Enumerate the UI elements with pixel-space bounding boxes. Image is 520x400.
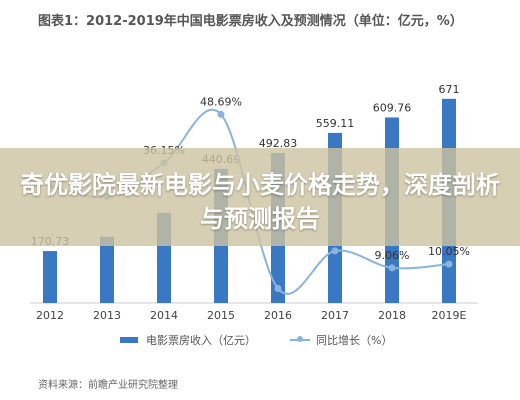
growth-label-2015: 48.69% <box>200 95 242 108</box>
x-tick-2013: 2013 <box>93 309 121 322</box>
growth-label-2018: 9.06% <box>375 249 410 262</box>
growth-point-2018 <box>388 264 396 272</box>
overlay-title: 奇优影院最新电影与小麦价格走势，深度剖析与预测报告 <box>20 171 500 233</box>
legend-swatch-dot <box>297 336 303 342</box>
x-tick-2018: 2018 <box>378 309 406 322</box>
bar-label-2016: 492.83 <box>259 137 298 150</box>
legend-swatch-bar <box>120 337 138 343</box>
bar-2012 <box>43 251 57 303</box>
growth-label-2019E: 10.05% <box>428 245 470 258</box>
overlay-banner <box>0 148 520 246</box>
growth-point-2015 <box>217 110 225 118</box>
x-tick-2016: 2016 <box>264 309 292 322</box>
growth-point-2017 <box>331 247 339 255</box>
chart-title: 图表1：2012-2019年中国电影票房收入及预测情况（单位：亿元，%） <box>38 14 463 29</box>
growth-point-2016 <box>274 285 282 293</box>
source-note: 资料来源：前瞻产业研究院整理 <box>38 380 178 391</box>
x-tick-2014: 2014 <box>150 309 178 322</box>
bar-label-2019E: 671 <box>439 83 460 96</box>
x-tick-2015: 2015 <box>207 309 235 322</box>
x-tick-2019E: 2019E <box>432 309 467 322</box>
legend-label-revenue: 电影票房收入（亿元） <box>146 334 256 347</box>
x-tick-2017: 2017 <box>321 309 349 322</box>
bar-label-2018: 609.76 <box>373 101 412 114</box>
bar-label-2017: 559.11 <box>316 117 355 130</box>
bar-2013 <box>100 236 114 303</box>
x-tick-2012: 2012 <box>36 309 64 322</box>
legend: 电影票房收入（亿元） 同比增长（%） <box>120 330 460 350</box>
legend-label-growth: 同比增长（%） <box>316 334 393 347</box>
growth-point-2019E <box>445 260 453 268</box>
